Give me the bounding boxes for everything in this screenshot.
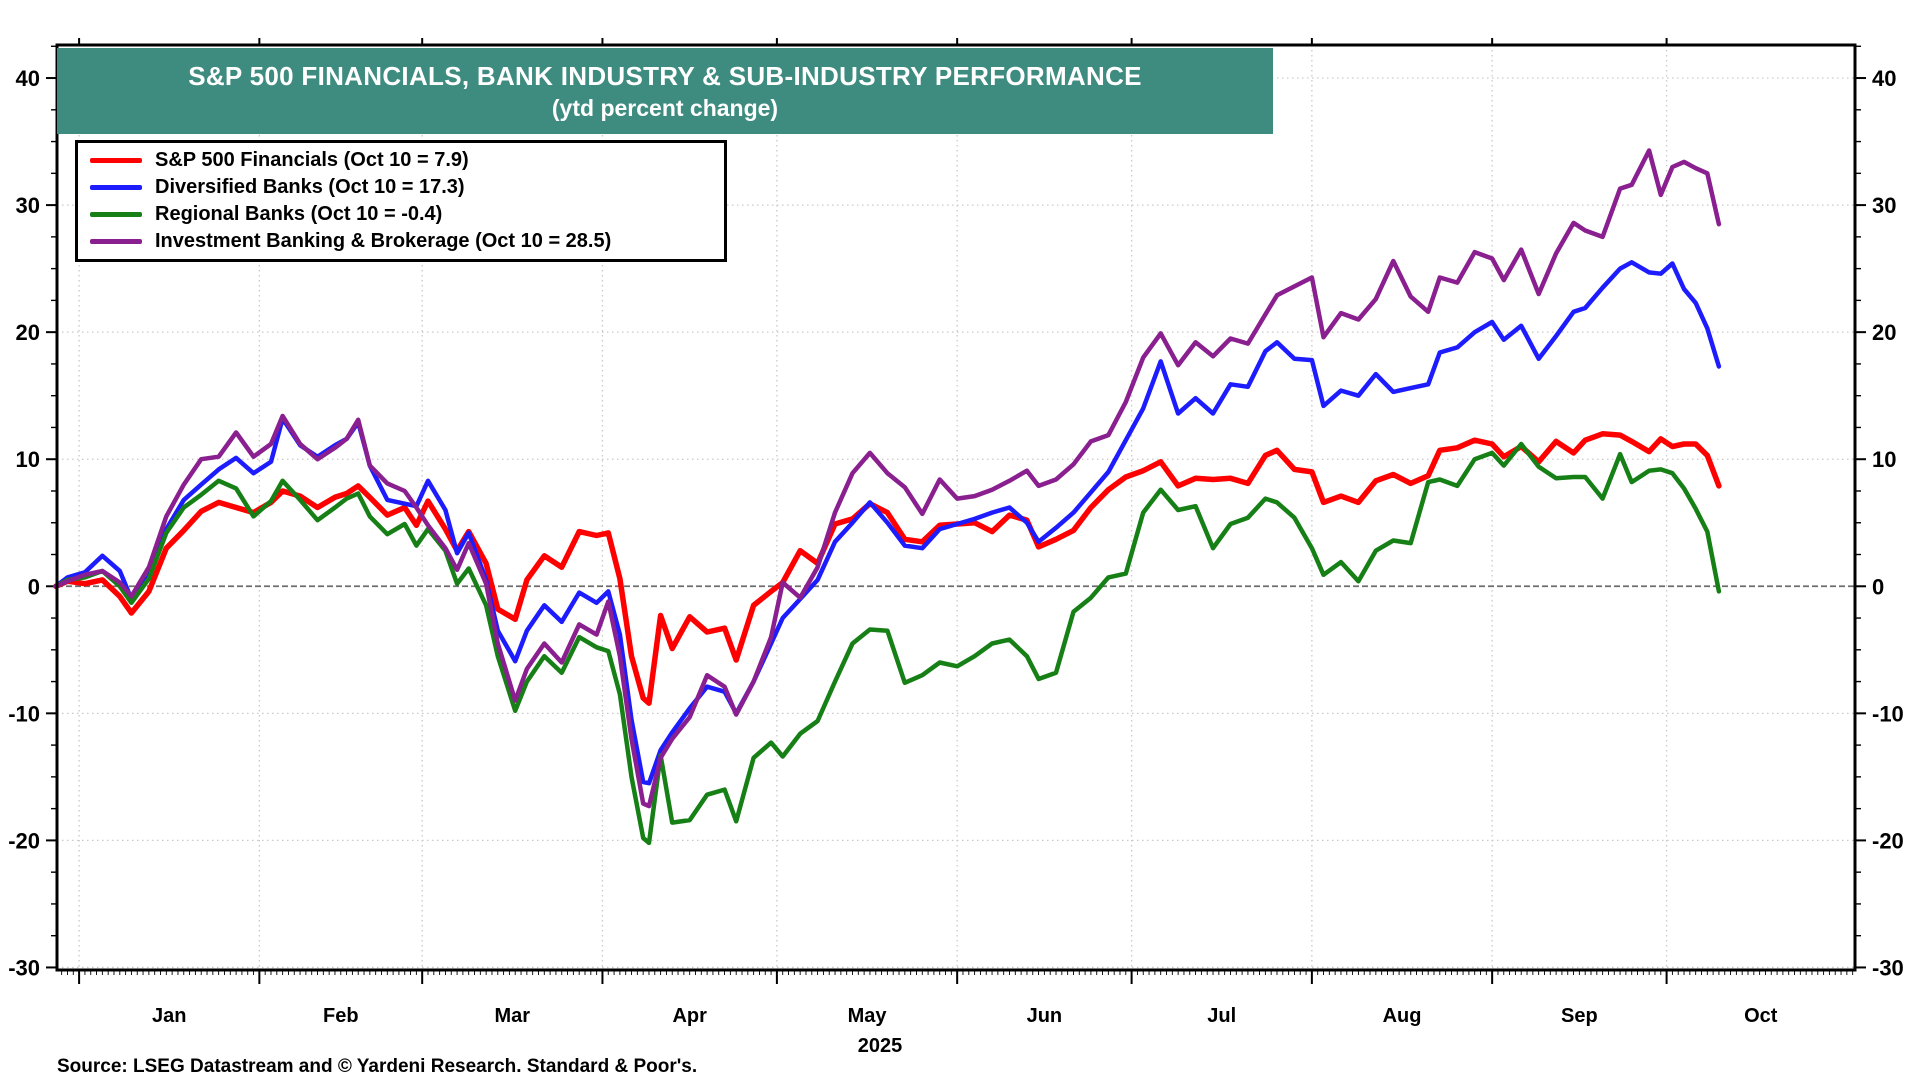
series-line-investment-banking-brokerage (53, 148, 1722, 809)
legend-item-sp500-financials: S&P 500 Financials (Oct 10 = 7.9) (78, 149, 724, 172)
chart-subtitle: (ytd percent change) (551, 94, 779, 121)
series-line-regional-banks (53, 441, 1722, 846)
legend-item-diversified-banks: Diversified Banks (Oct 10 = 17.3) (78, 176, 724, 199)
svg-text:10: 10 (16, 447, 40, 472)
svg-text:30: 30 (16, 193, 40, 218)
svg-text:Aug: Aug (1383, 1005, 1422, 1027)
year-label: 2025 (858, 1035, 903, 1057)
svg-text:-30: -30 (8, 955, 40, 980)
svg-text:Apr: Apr (672, 1005, 707, 1027)
svg-text:Jan: Jan (152, 1005, 186, 1027)
svg-text:May: May (848, 1005, 888, 1027)
svg-text:30: 30 (1872, 193, 1896, 218)
legend-swatch-regional-banks (90, 212, 142, 217)
svg-text:0: 0 (1872, 574, 1884, 599)
legend-label-sp500-financials: S&P 500 Financials (Oct 10 = 7.9) (155, 149, 469, 171)
source-attribution: Source: LSEG Datastream and © Yardeni Re… (57, 1056, 698, 1077)
svg-text:40: 40 (16, 66, 40, 91)
svg-text:Sep: Sep (1561, 1005, 1598, 1027)
svg-text:20: 20 (16, 320, 40, 345)
plot-frame (55, 43, 1857, 972)
legend-label-diversified-banks: Diversified Banks (Oct 10 = 17.3) (155, 176, 465, 198)
chart-title-banner: S&P 500 FINANCIALS, BANK INDUSTRY & SUB-… (57, 48, 1273, 134)
legend-swatch-investment-banking (90, 239, 142, 244)
svg-text:-10: -10 (1872, 701, 1904, 726)
legend: S&P 500 Financials (Oct 10 = 7.9) Divers… (75, 140, 727, 262)
legend-item-investment-banking: Investment Banking & Brokerage (Oct 10 =… (78, 230, 724, 253)
svg-text:Oct: Oct (1744, 1005, 1778, 1027)
legend-item-regional-banks: Regional Banks (Oct 10 = -0.4) (78, 203, 724, 226)
legend-label-regional-banks: Regional Banks (Oct 10 = -0.4) (155, 203, 443, 225)
legend-swatch-diversified-banks (90, 185, 142, 190)
chart-title: S&P 500 FINANCIALS, BANK INDUSTRY & SUB-… (188, 60, 1142, 91)
legend-label-investment-banking: Investment Banking & Brokerage (Oct 10 =… (155, 230, 612, 252)
svg-text:0: 0 (28, 574, 40, 599)
svg-text:-20: -20 (1872, 828, 1904, 853)
legend-swatch-sp500-financials (90, 157, 142, 164)
svg-text:Mar: Mar (495, 1005, 531, 1027)
svg-text:Feb: Feb (323, 1005, 359, 1027)
svg-text:40: 40 (1872, 66, 1896, 91)
svg-text:-10: -10 (8, 701, 40, 726)
svg-text:-20: -20 (8, 828, 40, 853)
svg-text:20: 20 (1872, 320, 1896, 345)
svg-text:-30: -30 (1872, 955, 1904, 980)
svg-text:Jul: Jul (1207, 1005, 1236, 1027)
svg-text:10: 10 (1872, 447, 1896, 472)
svg-text:Jun: Jun (1027, 1005, 1063, 1027)
series-line-diversified-banks (53, 260, 1722, 786)
